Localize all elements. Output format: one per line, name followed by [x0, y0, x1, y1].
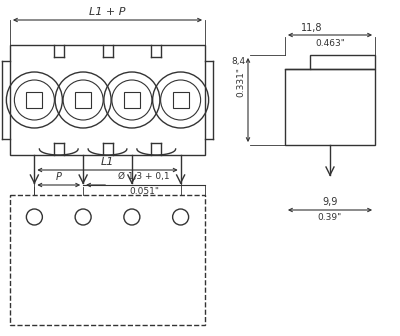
Bar	[10, 195, 205, 325]
Text: 0.051": 0.051"	[129, 187, 159, 196]
Bar	[124, 92, 140, 108]
Bar	[26, 92, 42, 108]
Bar	[75, 92, 91, 108]
Text: L1 + P: L1 + P	[89, 7, 126, 17]
Text: 0.39": 0.39"	[318, 213, 342, 222]
Bar	[173, 92, 189, 108]
Text: 8,4: 8,4	[231, 57, 245, 66]
Text: Ø 1,3 + 0,1: Ø 1,3 + 0,1	[118, 172, 170, 181]
Bar	[285, 69, 375, 145]
Text: 11,8: 11,8	[301, 23, 323, 33]
Text: L1: L1	[101, 157, 114, 167]
Bar	[310, 55, 375, 69]
Text: 9,9: 9,9	[322, 197, 338, 207]
Text: P: P	[56, 172, 62, 182]
Text: 0.331": 0.331"	[236, 67, 245, 97]
Bar	[10, 45, 205, 155]
Text: 0.463": 0.463"	[315, 39, 345, 48]
